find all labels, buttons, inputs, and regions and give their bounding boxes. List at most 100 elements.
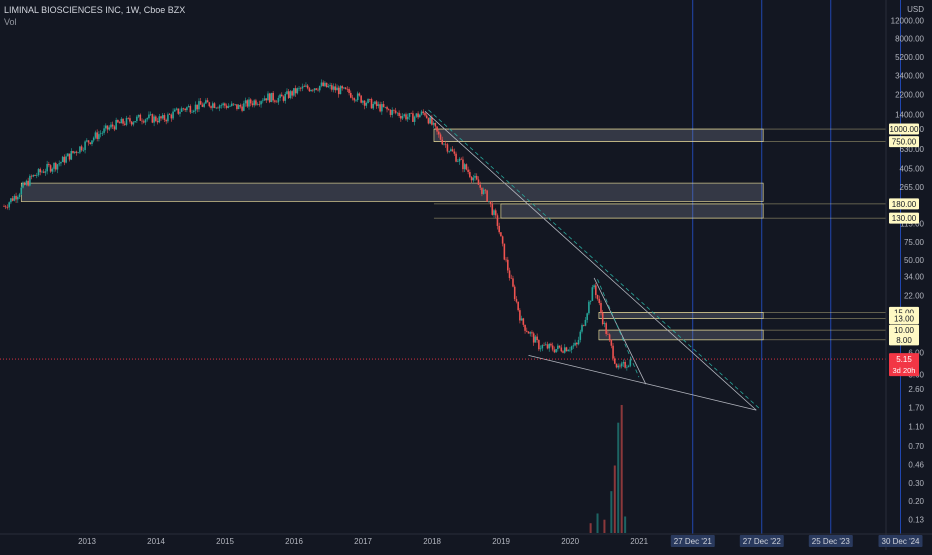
price-level-lines [433,128,886,341]
candle-body [505,259,507,261]
price-level-tag [889,136,919,148]
time-axis[interactable]: 27 Dec '21 27 Dec '22 25 Dec '23 30 Dec '24… [0,533,932,547]
candle-body [163,115,166,121]
date-marker-label: 30 Dec '24 [882,537,921,546]
candle-body [15,195,17,200]
candle-body [515,299,518,302]
candle-body [531,332,533,334]
candle-body [370,99,373,109]
price-axis-tick: 34.00 [904,273,925,282]
candle-body [401,115,404,119]
candle-body [230,103,233,107]
candle-body [588,301,590,314]
trendline[interactable] [593,277,647,385]
candle-body [220,105,223,106]
candle-body [439,134,442,140]
price-zone [598,312,764,319]
volume-bar [610,491,613,533]
volume-bar [624,516,627,533]
candle-body [177,108,180,114]
candle-body [301,86,304,89]
candle-body [89,142,92,144]
candle-body [198,101,200,110]
candle-body [65,156,67,163]
candle-body [446,144,449,152]
candle-body [539,348,542,350]
candle-body [63,156,66,163]
candle-body [86,140,88,142]
candle-body [379,104,381,112]
candle-body [348,89,350,93]
candle-body [462,159,464,170]
candle-body [477,179,480,185]
candle-body [25,180,28,185]
candle-body [222,103,224,106]
candle-body [324,82,326,87]
volume-bars [589,404,627,533]
candle-body [115,119,117,130]
candle-body [70,151,73,160]
candle-body [99,133,102,135]
candle-body [146,118,149,120]
candle-body [153,116,155,123]
candle-body [538,340,540,350]
candle-body [111,124,114,127]
candle-body [144,119,147,123]
dashed-trendline[interactable] [597,279,640,378]
candle-body [305,85,307,87]
candle-body [87,140,90,143]
candle-body [184,108,186,111]
trendline[interactable] [528,355,757,411]
candle-body [137,114,140,117]
candle-body [49,165,52,172]
candle-body [615,363,618,368]
price-axis-tick: 1400.00 [895,110,924,119]
candle-body [441,139,444,145]
candle-body [548,343,551,349]
candle-body [206,100,209,103]
candle-body [91,140,93,144]
candle-body [186,107,188,111]
candle-body [629,359,632,366]
price-axis-tick: 2200.00 [895,91,924,100]
candle-body [494,210,497,216]
candle-body [567,350,569,352]
candle-body [96,132,98,139]
candle-body [393,109,395,111]
date-marker-lines [692,0,901,534]
price-axis-tick: 0.20 [908,497,924,506]
price-axis-tick: 0.70 [908,442,924,451]
candle-body [627,365,630,368]
price-axis[interactable]: 12000.00 8000.00 5200.00 3400.00 2200.00 1400… [885,0,925,550]
candle-body [586,313,588,320]
candle-body [467,169,469,173]
candle-body [39,169,42,173]
candle-body [275,101,278,103]
candle-body [211,103,214,108]
candle-body [493,210,495,215]
candle-body [270,92,273,103]
candle-body [277,97,280,103]
candle-body [94,132,97,138]
price-axis-tick: 12000.00 [891,17,925,26]
dashed-trendline[interactable] [428,109,760,410]
currency-label: USD [907,5,924,14]
price-level-label: 10.00 [894,326,915,335]
candle-body [337,87,340,95]
candle-body [343,87,345,89]
candle-body [61,156,64,162]
candle-body [405,114,407,120]
candle-body [187,106,190,108]
candle-body [182,108,185,109]
candle-body [284,93,287,101]
candle-body [298,87,300,89]
trendlines[interactable] [424,109,760,411]
symbol-title[interactable]: LIMINAL BIOSCIENCES INC, 1W, Cboe BZX [4,5,186,15]
candle-body [253,100,255,106]
current-price-label: 5.15 [896,355,912,364]
candle-body [529,332,532,334]
trendline[interactable] [424,111,757,411]
candle-body [415,113,418,117]
